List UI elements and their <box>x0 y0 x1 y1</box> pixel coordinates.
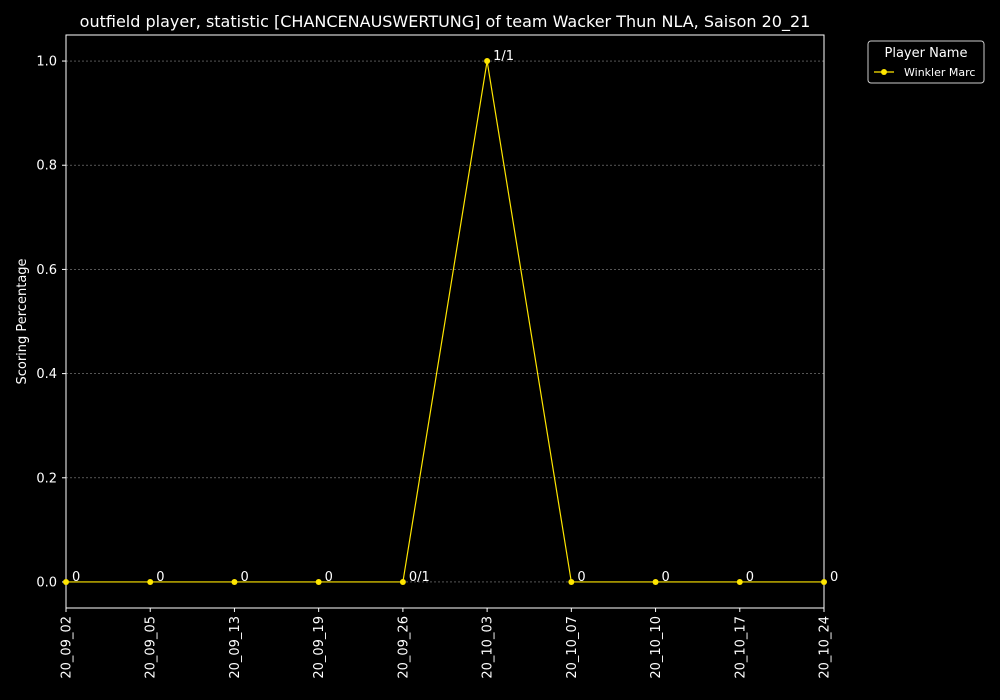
data-label: 0/1 <box>409 570 430 585</box>
data-label: 0 <box>325 570 333 585</box>
data-label: 0 <box>72 570 80 585</box>
data-label: 1/1 <box>493 49 514 64</box>
x-axis-ticks: 20_09_02 20_09_05 20_09_13 20_09_19 20_09_26… <box>60 608 833 679</box>
legend: Player Name Winkler Marc <box>867 40 985 84</box>
legend-title: Player Name <box>885 46 968 61</box>
data-label: 0 <box>662 570 670 585</box>
x-tick-label: 20_09_05 <box>144 616 159 679</box>
data-point <box>231 578 238 585</box>
y-tick-label: 0.4 <box>36 367 57 382</box>
data-label: 0 <box>746 570 754 585</box>
x-tick-label: 20_10_17 <box>733 616 748 679</box>
data-point <box>147 578 154 585</box>
y-tick-label: 1.0 <box>36 55 57 70</box>
x-tick-label: 20_09_13 <box>228 616 243 679</box>
data-point <box>315 578 322 585</box>
data-label: 0 <box>830 570 838 585</box>
data-label: 0 <box>156 570 164 585</box>
x-tick-label: 20_10_07 <box>565 616 580 679</box>
y-tick-label: 0.0 <box>36 575 57 590</box>
x-tick-label: 20_10_10 <box>649 616 664 679</box>
data-point <box>652 578 659 585</box>
data-label-layer: 0 0 0 0 0/1 1/1 0 0 0 0 <box>72 49 838 585</box>
x-tick-label: 20_10_24 <box>818 616 833 679</box>
data-point <box>63 578 69 585</box>
x-tick-label: 20_10_03 <box>481 616 496 679</box>
y-axis-ticks: 0.0 0.2 0.4 0.6 0.8 1.0 <box>36 55 66 590</box>
plot-frame <box>65 34 825 609</box>
data-point <box>484 58 491 65</box>
legend-marker-swatch <box>881 69 887 75</box>
y-tick-label: 0.2 <box>36 471 57 486</box>
x-tick-label: 20_09_02 <box>60 616 75 679</box>
series-line <box>66 60 824 583</box>
y-tick-label: 0.8 <box>36 159 57 174</box>
chart-title: outfield player, statistic [CHANCENAUSWE… <box>80 12 811 32</box>
data-point <box>399 578 406 585</box>
data-label: 0 <box>240 570 248 585</box>
data-point <box>736 578 743 585</box>
y-tick-label: 0.6 <box>36 263 57 278</box>
legend-entry-label: Winkler Marc <box>904 66 975 79</box>
data-point <box>568 578 575 585</box>
data-point <box>821 578 827 585</box>
x-tick-label: 20_09_19 <box>312 616 327 679</box>
legend-frame <box>867 40 985 84</box>
data-label: 0 <box>577 570 585 585</box>
y-axis-label: Scoring Percentage <box>15 258 30 384</box>
series-layer <box>63 58 827 585</box>
x-tick-label: 20_09_26 <box>396 616 411 679</box>
